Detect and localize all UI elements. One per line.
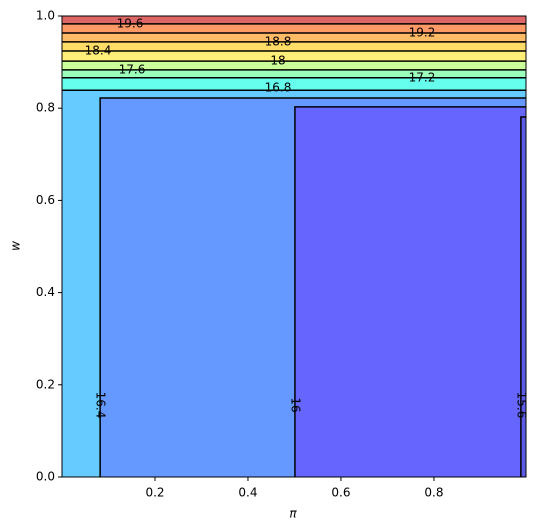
y-tick-label: 0.6 — [36, 193, 55, 207]
filled-region — [62, 69, 526, 78]
x-tick-label: 0.6 — [331, 486, 350, 500]
contour-label: 19.2 — [409, 26, 436, 40]
filled-region — [62, 23, 526, 34]
x-axis-label: π — [289, 507, 297, 521]
filled-region — [62, 33, 526, 42]
contour-label: 18 — [270, 54, 285, 68]
filled-region — [62, 16, 526, 24]
contour-label: 18.4 — [85, 44, 112, 58]
contour-label: 17.2 — [409, 71, 436, 85]
filled-region — [62, 51, 526, 62]
contour-label: 17.6 — [119, 63, 146, 77]
x-tick-label: 0.4 — [238, 486, 257, 500]
contour-label: 16.8 — [265, 81, 292, 95]
y-tick-label: 0.0 — [36, 470, 55, 484]
filled-region — [62, 77, 526, 91]
filled-region — [294, 106, 526, 477]
x-tick-label: 0.2 — [145, 486, 164, 500]
contour-line — [294, 106, 526, 477]
contour-line — [99, 97, 526, 477]
y-tick-label: 0.4 — [36, 285, 55, 299]
y-tick-label: 0.8 — [36, 101, 55, 115]
x-tick-label: 0.8 — [424, 486, 443, 500]
filled-region — [62, 41, 526, 52]
contour-line — [520, 116, 526, 477]
filled-region — [520, 116, 526, 478]
y-axis-label: w — [9, 241, 23, 251]
contour-label: 16 — [289, 397, 303, 412]
contour-label: 18.8 — [265, 35, 292, 49]
y-tick-label: 1.0 — [36, 9, 55, 23]
plot-frame — [61, 15, 527, 478]
filled-region — [62, 61, 526, 70]
contour-label: 19.6 — [117, 17, 144, 31]
contour-label: 16.4 — [94, 392, 108, 419]
contour-label: 15.6 — [515, 392, 529, 419]
y-tick-label: 0.2 — [36, 377, 55, 391]
